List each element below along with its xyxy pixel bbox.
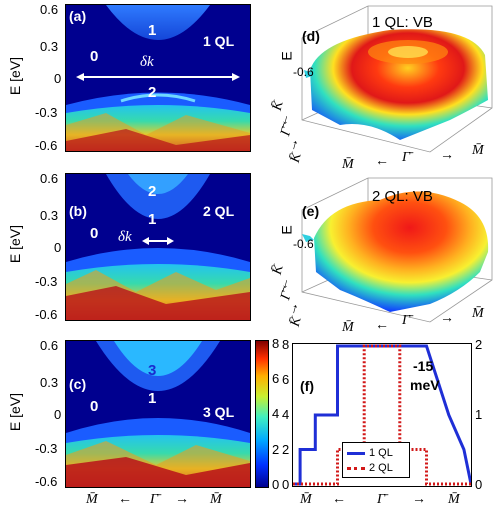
y-tick: 6 bbox=[282, 372, 290, 387]
panel-a-label: (a) bbox=[69, 8, 87, 24]
x-tick-m-right: M̄ bbox=[448, 492, 460, 507]
panel-b bbox=[65, 173, 251, 321]
m-tick-gamma: Γ̄ bbox=[402, 150, 410, 165]
colorbar-tick: 2 bbox=[272, 442, 280, 457]
y-tick: 0 bbox=[54, 71, 62, 86]
panel-e-label: (e) bbox=[302, 203, 320, 219]
colorbar-tick: 8 bbox=[272, 336, 280, 351]
y-tick: 0.3 bbox=[40, 39, 59, 54]
panel-f-legend: 1 QL 2 QL bbox=[342, 442, 410, 478]
series-line-1 bbox=[293, 344, 471, 486]
panel-a-ql: 1 QL bbox=[203, 33, 235, 49]
panel-c-ql: 3 QL bbox=[203, 404, 235, 420]
panel-d-ztick: -0.6 bbox=[293, 65, 314, 79]
x-tick-m-right: M̄ bbox=[210, 492, 222, 507]
m-tick-left: M̄ bbox=[342, 320, 354, 335]
arrow-left: ← bbox=[118, 492, 132, 507]
arrow-left: ← bbox=[375, 316, 389, 332]
y-tick-right: 2 bbox=[475, 337, 483, 352]
y-tick: 0 bbox=[54, 407, 62, 422]
y-tick: -0.6 bbox=[35, 307, 58, 322]
panel-c bbox=[65, 340, 251, 488]
arrow-left: ← bbox=[375, 152, 389, 168]
panel-d-title: 1 QL: VB bbox=[372, 14, 433, 31]
y-tick: -0.3 bbox=[35, 105, 58, 120]
region-count-lower: 2 bbox=[148, 84, 157, 101]
x-tick-m-left: M̄ bbox=[300, 492, 312, 507]
y-tick: 0 bbox=[282, 477, 290, 492]
delta-k-label: δk bbox=[140, 54, 154, 70]
region-count-upper: 3 bbox=[148, 362, 157, 379]
panel-a bbox=[65, 4, 251, 152]
y-tick: 0.6 bbox=[40, 171, 59, 186]
panel-e-zlabel: E bbox=[278, 225, 295, 235]
legend-item-2ql: 2 QL bbox=[347, 461, 393, 475]
series-line-2 bbox=[293, 344, 471, 486]
region-count-gap: 0 bbox=[90, 48, 99, 65]
panel-f bbox=[292, 343, 472, 487]
y-tick: 4 bbox=[282, 407, 290, 422]
panel-d-zlabel: E bbox=[278, 51, 295, 61]
x-tick-gamma: Γ̄ bbox=[377, 492, 385, 507]
legend-swatch-dotted bbox=[347, 466, 365, 470]
colorbar-tick: 4 bbox=[272, 406, 280, 421]
colorbar-tick: 0 bbox=[272, 477, 280, 492]
y-tick: 0.6 bbox=[40, 2, 59, 17]
colorbar bbox=[255, 340, 269, 488]
y-tick-right: 0 bbox=[475, 477, 483, 492]
arrow-right: → bbox=[412, 492, 426, 507]
region-count-upper: 1 bbox=[148, 22, 157, 39]
panel-f-annotation-value: -15 bbox=[413, 358, 434, 374]
y-tick: -0.3 bbox=[35, 274, 58, 289]
legend-label: 1 QL bbox=[369, 447, 393, 459]
y-tick: 2 bbox=[282, 442, 290, 457]
y-tick: 0.3 bbox=[40, 208, 59, 223]
y-tick: -0.3 bbox=[35, 441, 58, 456]
y-axis-label-a: E [eV] bbox=[7, 56, 24, 96]
panel-f-label: (f) bbox=[300, 378, 314, 394]
m-tick-left: M̄ bbox=[342, 157, 354, 172]
delta-k-label: δk bbox=[118, 229, 132, 245]
region-count-gap: 0 bbox=[90, 398, 99, 415]
y-tick: -0.6 bbox=[35, 138, 58, 153]
panel-e-ztick: -0.6 bbox=[293, 237, 314, 251]
region-count-middle: 1 bbox=[148, 390, 157, 407]
y-tick: 0.3 bbox=[40, 375, 59, 390]
m-tick-gamma: Γ̄ bbox=[402, 313, 410, 328]
panel-f-plot bbox=[293, 344, 471, 486]
panel-d-label: (d) bbox=[302, 28, 320, 44]
arrow-right: → bbox=[175, 492, 189, 507]
y-tick: -0.6 bbox=[35, 474, 58, 489]
colorbar-tick: 6 bbox=[272, 371, 280, 386]
y-axis-label-b: E [eV] bbox=[7, 224, 24, 264]
arrow-left: ← bbox=[332, 492, 346, 507]
legend-label: 2 QL bbox=[369, 462, 393, 474]
y-tick: 0.6 bbox=[40, 338, 59, 353]
y-axis-label-c: E [eV] bbox=[7, 392, 24, 432]
y-tick-right: 1 bbox=[475, 407, 483, 422]
panel-c-label: (c) bbox=[69, 376, 87, 392]
panel-e-title: 2 QL: VB bbox=[372, 188, 433, 205]
panel-b-ql: 2 QL bbox=[203, 203, 235, 219]
legend-swatch-solid bbox=[347, 451, 365, 455]
m-tick-right: M̄ bbox=[472, 306, 484, 321]
x-tick-m-left: M̄ bbox=[86, 492, 98, 507]
region-count-middle: 1 bbox=[148, 211, 157, 228]
region-count-gap: 0 bbox=[90, 225, 99, 242]
panel-f-annotation-unit: meV bbox=[410, 377, 440, 393]
y-tick: 0 bbox=[54, 240, 62, 255]
panel-b-label: (b) bbox=[69, 203, 87, 219]
region-count-upper: 2 bbox=[148, 183, 157, 200]
panel-d bbox=[280, 0, 498, 170]
arrow-right: → bbox=[440, 309, 454, 325]
legend-item-1ql: 1 QL bbox=[347, 446, 393, 460]
arrow-right: → bbox=[440, 146, 454, 162]
y-tick: 8 bbox=[282, 337, 290, 352]
x-tick-gamma: Γ̄ bbox=[150, 492, 158, 507]
m-tick-right: M̄ bbox=[472, 143, 484, 158]
panel-e bbox=[280, 172, 498, 340]
